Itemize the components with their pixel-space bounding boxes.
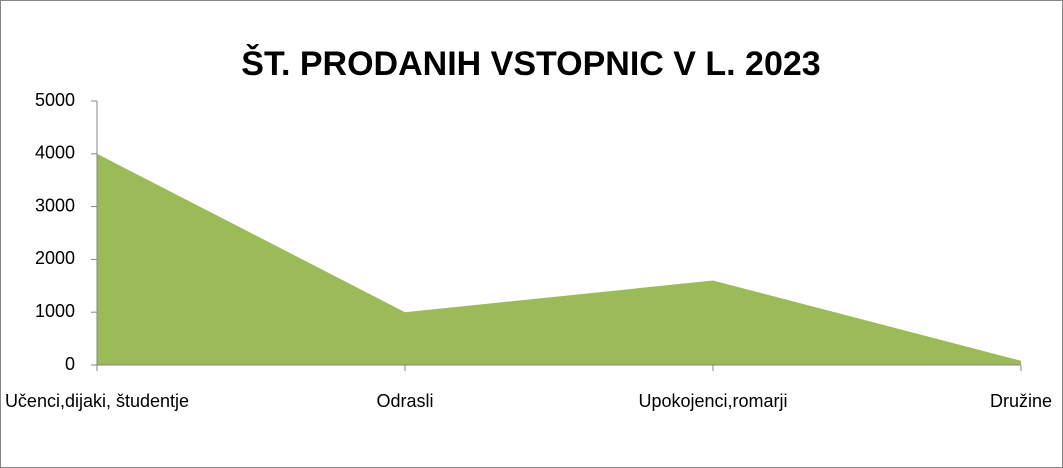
x-tick-label: Učenci,dijaki, študentje (4, 391, 190, 411)
y-tick-label: 3000 (35, 195, 75, 215)
x-tick-label: Upokojenci,romarji (638, 391, 788, 411)
chart-title: ŠT. PRODANIH VSTOPNIC V L. 2023 (241, 44, 820, 83)
y-tick-label: 2000 (35, 248, 75, 268)
y-tick-label: 0 (65, 354, 75, 374)
x-tick-label: Odrasli (376, 391, 434, 411)
y-tick-label: 1000 (35, 301, 75, 321)
area (97, 153, 1021, 365)
y-tick-label: 5000 (35, 90, 75, 110)
y-tick-label: 4000 (35, 143, 75, 163)
x-tick-label: Družine (989, 391, 1053, 411)
